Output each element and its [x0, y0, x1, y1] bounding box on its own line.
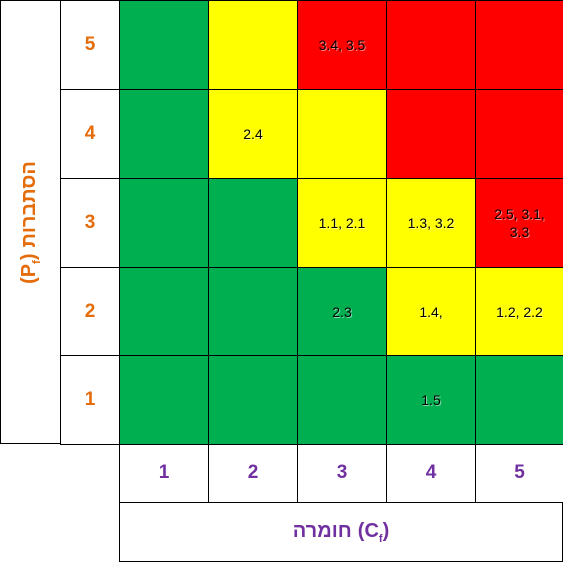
column-label-cell: 3 [297, 443, 387, 503]
column-label: 5 [514, 462, 525, 483]
column-label-cell: 2 [208, 443, 298, 503]
cell-text: 1.4, [419, 303, 443, 320]
matrix-cell [386, 0, 476, 90]
matrix-cell [119, 0, 209, 90]
row-label-cell: 1 [60, 355, 120, 445]
matrix-cell [475, 0, 563, 90]
symbol-close: ) [382, 519, 390, 542]
matrix-cell [208, 267, 298, 356]
cell-text: 2.3 [332, 303, 352, 320]
column-label: 1 [158, 462, 170, 483]
cell-text: 1.3, 3.2 [407, 215, 455, 231]
symbol: (C [357, 519, 379, 542]
row-label-cell: 4 [60, 89, 120, 179]
y-axis-label: (Pf) הסתברות [18, 161, 43, 284]
matrix-cell: 1.4, [386, 267, 476, 356]
matrix-cell: 2.4 [208, 89, 298, 179]
matrix-cell [386, 89, 476, 179]
column-label: 2 [247, 462, 259, 483]
matrix-cell [297, 89, 387, 179]
cell-text: 2.4 [243, 126, 263, 142]
matrix-cell [119, 355, 209, 445]
row-label: 3 [84, 212, 96, 233]
matrix-cell [119, 178, 209, 268]
row-label: 5 [84, 34, 96, 55]
row-label-cell: 3 [60, 178, 120, 268]
matrix-cell: 2.3 [297, 267, 387, 356]
matrix-cell [475, 355, 563, 445]
symbol-close: ) [18, 253, 41, 260]
column-label-cell: 1 [119, 443, 209, 503]
matrix-cell: 2.5, 3.1, 3.3 [475, 178, 563, 268]
matrix-cell [208, 178, 298, 268]
row-label: 1 [84, 389, 96, 410]
column-label-cell: 5 [475, 443, 563, 503]
matrix-cell [475, 89, 563, 179]
y-axis-symbol: (Pf) [18, 253, 43, 283]
subscript: f [31, 259, 44, 264]
matrix-cell: 3.4, 3.5 [297, 0, 387, 90]
matrix-cell [119, 89, 209, 179]
matrix-cell: 1.3, 3.2 [386, 178, 476, 268]
row-label-cell: 2 [60, 267, 120, 356]
subscript: f [378, 532, 383, 545]
cell-text: 1.1, 2.1 [318, 215, 366, 231]
matrix-cell: 1.2, 2.2 [475, 267, 563, 356]
matrix-cell [297, 355, 387, 445]
row-label: 4 [84, 123, 96, 144]
symbol: (P [18, 263, 41, 284]
matrix-cell: 1.5 [386, 355, 476, 445]
x-axis-label: חומרה (Cf) [293, 520, 389, 545]
x-axis-symbol: (Cf) [358, 520, 389, 545]
cell-text: 1.2, 2.2 [496, 303, 543, 320]
matrix-cell [208, 355, 298, 445]
row-label-cell: 5 [60, 0, 120, 90]
column-label-cell: 4 [386, 443, 476, 503]
matrix-cell [119, 267, 209, 356]
x-axis-text: חומרה [292, 519, 352, 542]
row-label: 2 [84, 300, 96, 322]
cell-text: 2.5, 3.1, 3.3 [494, 206, 545, 240]
column-label: 4 [425, 462, 437, 483]
cell-text: 3.4, 3.5 [318, 37, 366, 53]
matrix-cell [208, 0, 298, 90]
column-label: 3 [336, 462, 348, 483]
x-axis-box: חומרה (Cf) [119, 502, 563, 562]
cell-text: 1.5 [421, 392, 441, 408]
matrix-cell: 1.1, 2.1 [297, 178, 387, 268]
y-axis-text: הסתברות [18, 160, 41, 248]
y-axis-box: (Pf) הסתברות [0, 0, 61, 444]
